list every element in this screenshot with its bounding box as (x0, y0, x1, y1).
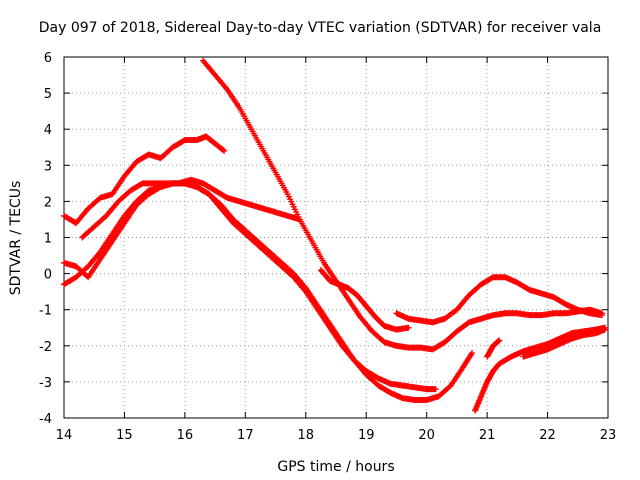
x-axis-label: GPS time / hours (277, 459, 394, 475)
series-track-C (61, 180, 475, 403)
y-tick-label: -3 (39, 376, 52, 391)
data-point (598, 312, 605, 319)
data-marks (61, 57, 608, 414)
x-tick-label: 23 (600, 428, 617, 443)
series-track-H (472, 324, 608, 414)
y-tick-label: 2 (44, 195, 52, 210)
y-tick-label: -1 (39, 304, 52, 319)
y-axis-label: SDTVAR / TECUs (8, 181, 24, 296)
x-tick-label: 22 (539, 428, 556, 443)
data-point (220, 147, 227, 154)
x-tick-label: 15 (116, 428, 133, 443)
x-tick-label: 18 (298, 428, 315, 443)
x-tick-label: 19 (358, 428, 375, 443)
x-tick-label: 21 (479, 428, 496, 443)
y-tick-label: -2 (39, 340, 52, 355)
y-tick-label: 6 (44, 51, 52, 66)
y-tick-label: 4 (44, 123, 52, 138)
x-tick-label: 17 (237, 428, 254, 443)
series-track-G (393, 274, 605, 326)
series-track-F (317, 266, 412, 333)
y-tick-label: -4 (39, 412, 52, 427)
y-tick-label: 5 (44, 87, 52, 102)
series-track-E (200, 57, 605, 353)
data-point (469, 350, 475, 357)
series-track-I (484, 337, 503, 360)
x-tick-label: 14 (56, 428, 73, 443)
x-tick-label: 16 (177, 428, 194, 443)
chart-title: Day 097 of 2018, Sidereal Day-to-day VTE… (39, 20, 602, 36)
grid-lines (64, 57, 608, 418)
data-point (221, 147, 228, 154)
series-track-A (61, 133, 228, 227)
y-tick-label: 3 (44, 159, 52, 174)
data-point (601, 326, 608, 333)
data-point (405, 324, 412, 331)
x-tick-label: 20 (418, 428, 435, 443)
y-tick-label: 1 (44, 232, 52, 247)
data-point (496, 337, 503, 344)
data-point (432, 386, 439, 393)
series-track-D (61, 180, 439, 393)
series-track-J (520, 326, 608, 360)
y-tick-label: 0 (44, 268, 52, 283)
